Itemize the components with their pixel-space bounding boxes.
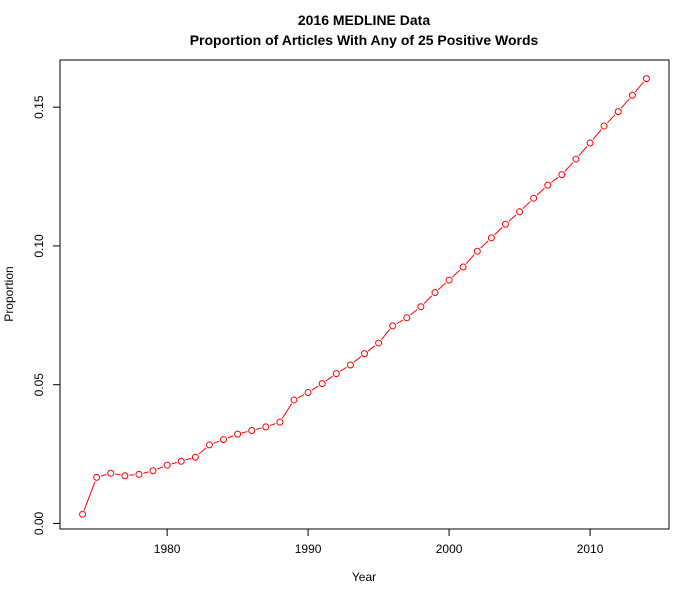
data-point — [558, 171, 566, 179]
data-point — [234, 430, 242, 438]
series-segment — [143, 471, 149, 474]
series-segment — [198, 447, 207, 455]
series-segment — [396, 319, 404, 325]
data-point — [614, 108, 622, 116]
x-axis-label: Year — [352, 570, 376, 584]
series-segment — [465, 254, 475, 264]
data-point — [149, 467, 157, 475]
data-point — [473, 247, 481, 255]
data-point — [642, 75, 650, 83]
data-point — [431, 289, 439, 297]
data-point — [459, 263, 467, 271]
data-point — [163, 461, 171, 469]
series-segment — [227, 435, 234, 439]
data-point — [262, 423, 270, 431]
y-tick-label: 0.00 — [32, 511, 46, 535]
series-segment — [494, 227, 503, 236]
data-point — [135, 470, 143, 478]
series-segment — [438, 282, 447, 290]
series-segment — [213, 440, 220, 444]
data-point — [191, 453, 199, 461]
y-tick-label: 0.05 — [32, 373, 46, 397]
plot-frame — [59, 59, 670, 530]
x-tick-label: 2000 — [436, 542, 463, 556]
series-segment — [115, 473, 121, 476]
data-point — [516, 208, 524, 216]
series-layer — [79, 75, 650, 518]
series-segment — [100, 474, 107, 477]
data-point — [93, 473, 101, 481]
series-segment — [339, 366, 347, 372]
series-segment — [325, 375, 333, 382]
series-segment — [480, 240, 489, 249]
data-point — [205, 441, 213, 449]
data-point — [487, 234, 495, 242]
series-segment — [452, 269, 461, 278]
data-point — [346, 361, 354, 369]
x-axis: 1980 1990 2000 2010 — [154, 529, 604, 556]
series-segment — [423, 295, 433, 304]
series-segment — [508, 214, 517, 222]
series-segment — [241, 431, 248, 434]
series-segment — [171, 461, 178, 465]
series-segment — [255, 427, 262, 430]
series-segment — [157, 466, 164, 470]
x-tick-label: 1990 — [295, 542, 322, 556]
x-tick-label: 1980 — [154, 542, 181, 556]
data-point — [600, 122, 608, 130]
series-segment — [83, 481, 96, 511]
data-point — [79, 510, 87, 518]
data-point — [304, 388, 312, 396]
y-axis-label: Proportion — [2, 266, 16, 321]
series-segment — [297, 394, 305, 399]
chart-title: 2016 MEDLINE Data — [298, 12, 430, 28]
data-point — [332, 370, 340, 378]
series-segment — [281, 403, 293, 419]
x-tick-label: 2010 — [577, 542, 604, 556]
y-tick-label: 0.10 — [32, 234, 46, 258]
data-point — [290, 396, 298, 404]
data-point — [177, 457, 185, 465]
data-point — [389, 322, 397, 330]
series-segment — [353, 356, 362, 363]
series-segment — [606, 114, 616, 124]
series-segment — [185, 457, 192, 461]
y-tick-label: 0.15 — [32, 95, 46, 119]
data-point — [572, 155, 580, 163]
data-point — [375, 339, 383, 347]
data-point — [276, 418, 284, 426]
chart-subtitle: Proportion of Articles With Any of 25 Po… — [190, 32, 539, 48]
series-segment — [129, 474, 135, 476]
data-point — [107, 469, 115, 477]
data-point — [628, 91, 636, 99]
series-segment — [564, 162, 574, 172]
series-segment — [634, 81, 644, 93]
series-segment — [367, 345, 376, 352]
series-segment — [551, 176, 559, 183]
data-point — [445, 276, 453, 284]
data-point — [220, 436, 228, 444]
data-point — [417, 303, 425, 311]
data-point — [530, 194, 538, 202]
data-point — [586, 139, 594, 147]
series-segment — [536, 187, 545, 196]
data-point — [544, 181, 552, 189]
data-point — [361, 350, 368, 358]
data-point — [121, 472, 129, 480]
data-point — [403, 314, 411, 322]
series-segment — [269, 423, 276, 426]
data-point — [318, 380, 326, 388]
y-axis: 0.00 0.05 0.10 0.15 — [32, 95, 60, 535]
series-segment — [410, 309, 418, 316]
data-point — [248, 426, 256, 434]
data-point — [501, 220, 509, 228]
series-segment — [381, 329, 391, 340]
series-segment — [311, 385, 319, 391]
series-segment — [578, 146, 588, 157]
series-segment — [592, 129, 602, 140]
series-segment — [522, 200, 531, 210]
series-segment — [620, 98, 630, 109]
